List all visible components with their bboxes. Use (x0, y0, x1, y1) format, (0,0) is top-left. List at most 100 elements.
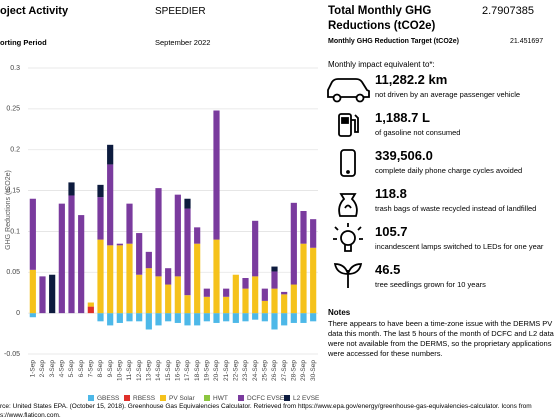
bar-segment (87, 302, 94, 307)
bar-segment (116, 313, 123, 323)
bar-segment (145, 268, 152, 314)
bar-segment (261, 313, 268, 322)
x-tick-label: 24-Sep (252, 360, 259, 381)
bar-segment (155, 313, 162, 326)
x-tick-label: 10-Sep (117, 360, 124, 381)
x-tick-label: 4-Sep (59, 360, 66, 378)
x-tick-label: 2-Sep (39, 360, 46, 378)
bar-segment (281, 294, 288, 314)
bar-segment (145, 251, 152, 269)
bar-segment (232, 313, 239, 323)
bar-segment (290, 284, 297, 314)
bar-segment (165, 284, 172, 314)
x-tick-label: 19-Sep (204, 360, 211, 381)
legend-label: DCFC EVSE (247, 395, 285, 402)
fuel-icon (338, 113, 359, 137)
bar-segment (107, 144, 114, 165)
x-tick-label: 29-Sep (300, 360, 307, 381)
bar-segment (194, 227, 201, 244)
bar-segment (281, 313, 288, 326)
bar-segment (300, 243, 307, 314)
bar-segment (174, 313, 181, 323)
bar-segment (213, 239, 220, 314)
bar-segment (97, 313, 104, 322)
legend-swatch (284, 395, 290, 401)
bar-segment (49, 274, 56, 314)
bar-segment (136, 313, 143, 322)
bar-segment (242, 288, 249, 314)
x-tick-label: 28-Sep (291, 360, 298, 381)
x-tick-label: 1-Sep (30, 360, 37, 378)
bar-segment (310, 247, 317, 314)
bar-segment (232, 274, 239, 314)
bar-segment (271, 288, 278, 314)
bar-segment (68, 195, 75, 314)
bar-segment (203, 313, 210, 322)
x-tick-label: 12-Sep (136, 360, 143, 381)
x-tick-label: 18-Sep (194, 360, 201, 381)
bar-segment (310, 219, 317, 248)
bar-segment (252, 276, 259, 314)
bar-segment (271, 271, 278, 289)
x-tick-label: 5-Sep (68, 360, 75, 378)
y-tick-label: 0.1 (10, 228, 20, 235)
impacts-title: Monthly impact equivalent to*: (328, 60, 435, 69)
y-tick-label: 0.2 (10, 147, 20, 154)
notes-text: There appears to have been a time-zone i… (328, 319, 554, 358)
x-tick-label: 26-Sep (271, 360, 278, 381)
bar-segment (155, 276, 162, 314)
bar-segment (126, 313, 133, 322)
impact-value: 118.8 (375, 186, 407, 201)
bar-segment (300, 211, 307, 244)
chart: GHG Reductions (tCO2e) -0.05 0 0.05 0.1 0.15… (4, 65, 320, 402)
bag-icon (338, 193, 358, 217)
bar-segment (29, 269, 36, 314)
x-tick-label: 30-Sep (310, 360, 317, 381)
bar-segment (252, 220, 259, 277)
legend-label: L2 EVSE (293, 395, 320, 402)
bar-segment (252, 313, 259, 320)
bar-segment (29, 313, 36, 318)
source-line-2: s://www.flaticon.com. (0, 412, 61, 419)
bar-segment (126, 203, 133, 244)
bar-segment (116, 243, 123, 246)
bar-segment (136, 274, 143, 314)
bar-segment (68, 182, 75, 196)
bar-segment (203, 296, 210, 314)
x-tick-label: 16-Sep (175, 360, 182, 381)
bar-segment (281, 291, 288, 295)
impact-value: 105.7 (375, 224, 408, 239)
bar-segment (213, 313, 220, 323)
summary-title: Total Monthly GHG Reductions (tCO2e) (328, 5, 436, 32)
x-tick-label: 3-Sep (49, 360, 56, 378)
bar-segment (271, 266, 278, 272)
bar-segment (145, 313, 152, 330)
x-tick-label: 13-Sep (146, 360, 153, 381)
legend-swatch (88, 395, 94, 401)
bar-segment (223, 313, 230, 322)
legend-swatch (204, 395, 210, 401)
y-tick-label: -0.05 (4, 351, 20, 358)
period: September 2022 (155, 38, 211, 47)
bar-segment (184, 313, 191, 326)
project-label: oject Activity (0, 5, 69, 17)
y-tick-label: 0.05 (6, 269, 20, 276)
x-tick-label: 27-Sep (281, 360, 288, 381)
x-tick-label: 14-Sep (155, 360, 162, 381)
impact-label: tree seedlings grown for 10 years (375, 280, 486, 289)
bar-segment (107, 245, 114, 314)
x-tick-label: 7-Sep (88, 360, 95, 378)
x-tick-label: 23-Sep (242, 360, 249, 381)
bar-segment (136, 233, 143, 275)
bar-segment (261, 288, 268, 301)
target-label: Monthly GHG Reduction Target (tCO2e) (328, 38, 459, 45)
bar-segment (300, 313, 307, 323)
bar-segment (213, 110, 220, 240)
x-tick-label: 25-Sep (262, 360, 269, 381)
x-tick-label: 11-Sep (126, 360, 133, 381)
seedling-icon (333, 263, 363, 288)
bar-segment (97, 184, 104, 198)
y-tick-label: 0.25 (6, 106, 20, 113)
bar-segment (261, 300, 268, 314)
legend-label: PV Solar (169, 395, 195, 402)
